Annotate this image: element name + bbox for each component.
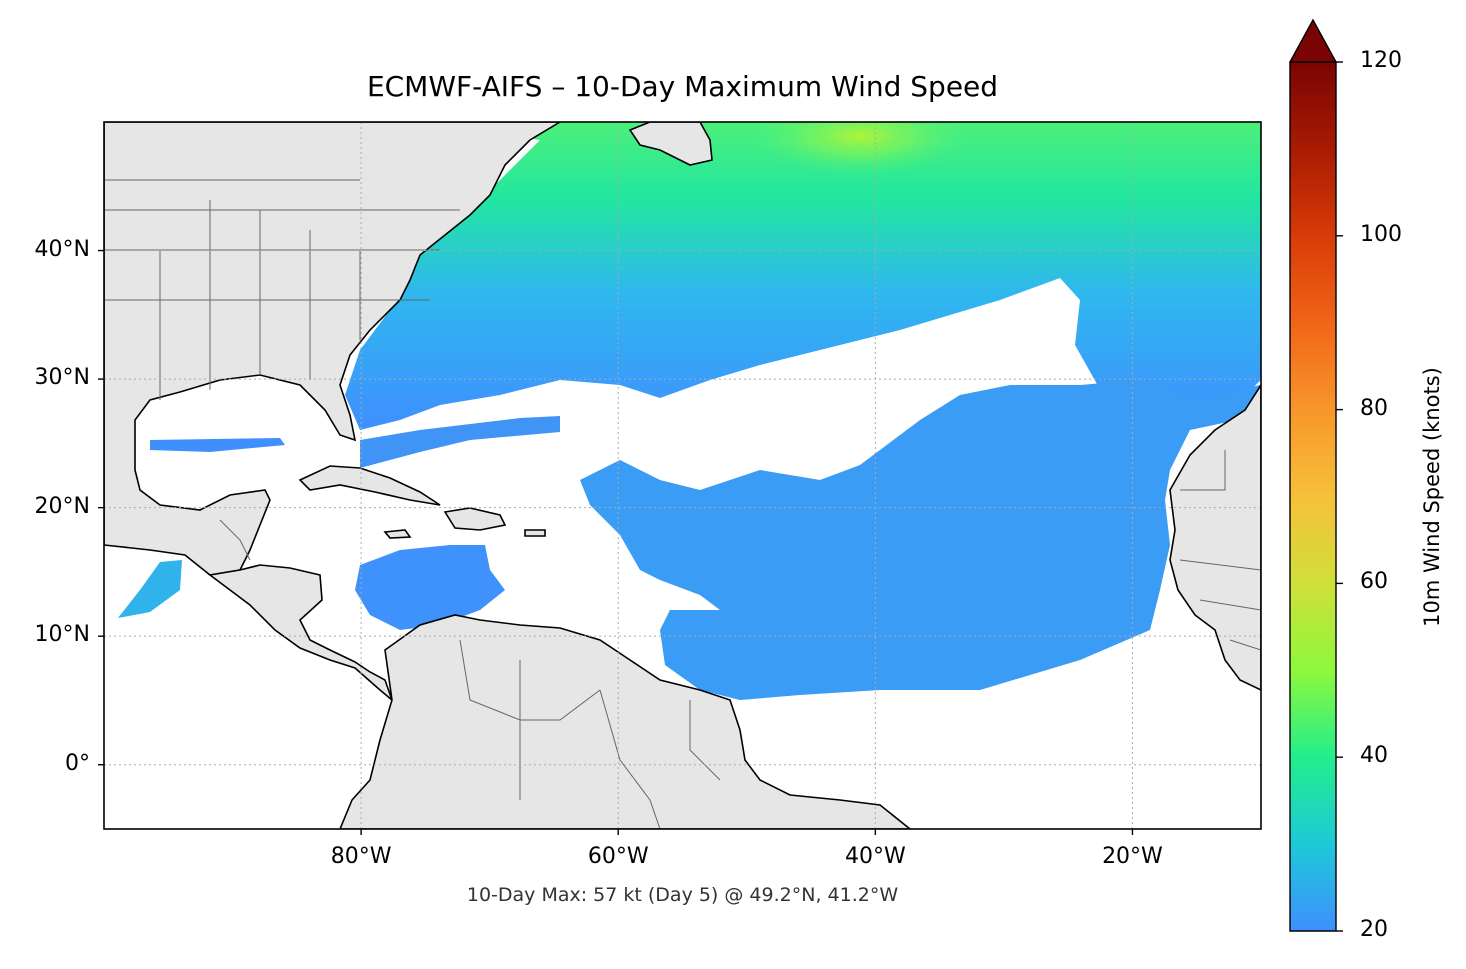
lon-tick-label: 40°W xyxy=(844,844,906,869)
colorbar-gradient xyxy=(1290,62,1336,931)
colorbar-tick-label: 100 xyxy=(1360,221,1402,247)
map-frame xyxy=(103,121,1262,830)
chart-title: ECMWF-AIFS – 10-Day Maximum Wind Speed xyxy=(366,70,999,103)
axis-ticks xyxy=(98,249,1134,835)
lat-tick-label: 40°N xyxy=(34,236,90,262)
lon-tick-label: 80°W xyxy=(330,844,392,869)
lon-tick-label: 60°W xyxy=(587,844,649,869)
lat-tick-label: 20°N xyxy=(34,493,90,519)
max-wind-annotation: 10-Day Max: 57 kt (Day 5) @ 49.2°N, 41.2… xyxy=(466,884,899,906)
land-newfoundland xyxy=(628,122,713,166)
colorbar-tick-label: 20 xyxy=(1360,917,1388,942)
lat-tick-label: 10°N xyxy=(34,622,90,648)
wind-field-gulf xyxy=(150,438,285,452)
land-cuba xyxy=(298,465,441,506)
colorbar-tick-label: 120 xyxy=(1360,48,1402,73)
lat-tick-label: 30°N xyxy=(34,365,90,391)
lon-tick-label: 20°W xyxy=(1102,844,1163,869)
wind-field-caribbean xyxy=(355,545,505,630)
wind-field-pacific xyxy=(118,560,182,618)
wind-field-north xyxy=(345,122,1261,430)
colorbar-ticks xyxy=(1336,61,1343,932)
colorbar-title: 10m Wind Speed (knots) xyxy=(1420,367,1444,627)
colorbar-tick-label: 60 xyxy=(1360,569,1388,595)
max-wind-highlight xyxy=(749,122,970,176)
land-south-america xyxy=(339,614,912,829)
land-jamaica xyxy=(383,529,412,539)
land-north-america xyxy=(104,122,562,576)
land-puerto-rico xyxy=(524,529,546,537)
land-africa xyxy=(1169,383,1261,691)
colorbar-frame xyxy=(1289,62,1337,932)
land-central-america xyxy=(208,564,394,703)
lat-tick-label: 0° xyxy=(65,750,90,776)
colorbar-tick-label: 40 xyxy=(1360,743,1388,769)
wind-field-tropical-swath xyxy=(580,380,1261,700)
wind-field-florida-strait xyxy=(360,416,560,468)
political-boundaries xyxy=(104,179,1261,829)
colorbar-tick-label: 80 xyxy=(1360,395,1388,421)
colorbar-extend-arrow xyxy=(1288,18,1338,63)
